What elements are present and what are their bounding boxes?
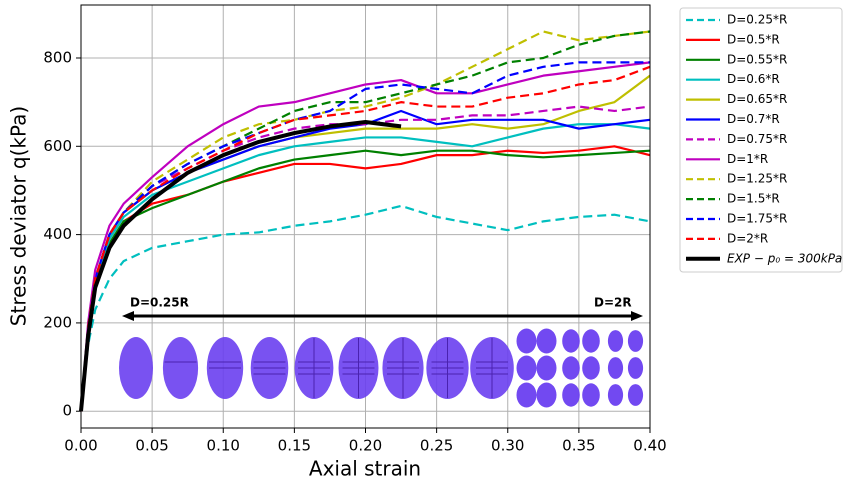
legend-label: D=0.65*R xyxy=(727,92,787,106)
legend-label: EXP − p₀ = 300kPa xyxy=(727,251,842,265)
particle xyxy=(607,330,624,352)
legend-label: D=2*R xyxy=(727,231,768,245)
y-tick-label: 800 xyxy=(43,48,72,66)
legend-label: D=1.25*R xyxy=(727,172,787,186)
lines xyxy=(79,30,651,412)
legend-label: D=1.5*R xyxy=(727,192,780,206)
x-tick-label: 0.00 xyxy=(64,437,97,455)
x-tick-label: 0.10 xyxy=(207,437,240,455)
particle xyxy=(607,384,624,406)
series-line xyxy=(79,149,651,412)
x-tick-label: 0.30 xyxy=(491,437,524,455)
legend-label: D=1*R xyxy=(727,152,768,166)
particle xyxy=(162,337,199,399)
series-line xyxy=(79,123,651,412)
particle xyxy=(516,382,537,408)
particle xyxy=(627,330,644,352)
x-tick-label: 0.15 xyxy=(278,437,311,455)
x-tick-label: 0.40 xyxy=(633,437,666,455)
particle xyxy=(582,329,600,353)
series-line xyxy=(79,204,651,412)
particle xyxy=(516,355,537,381)
particle-images xyxy=(119,328,644,408)
particle xyxy=(536,355,557,381)
legend-label: D=0.25*R xyxy=(727,13,787,27)
legend-label: D=0.5*R xyxy=(727,32,780,46)
arrow-head xyxy=(631,311,643,321)
series-line xyxy=(79,65,651,412)
legend-label: D=0.55*R xyxy=(727,52,787,66)
series-line xyxy=(79,120,402,412)
particle xyxy=(627,384,644,406)
legend-entries: D=0.25*R D=0.5*R D=0.55*R D=0.6*R D=0.65*R D=… xyxy=(686,13,842,265)
particle xyxy=(562,383,580,407)
particle xyxy=(119,337,153,399)
particle xyxy=(562,356,580,380)
arrow-head xyxy=(122,311,134,321)
particle xyxy=(516,328,537,354)
y-tick-label: 200 xyxy=(43,313,72,331)
annotation: D=0.25R xyxy=(130,296,189,310)
particle xyxy=(536,328,557,354)
y-tick-label: 600 xyxy=(43,137,72,155)
x-tick-label: 0.35 xyxy=(562,437,595,455)
particle xyxy=(536,382,557,408)
x-tick-label: 0.05 xyxy=(135,437,168,455)
particle xyxy=(627,357,644,379)
legend-label: D=1.75*R xyxy=(727,212,787,226)
x-tick-label: 0.25 xyxy=(420,437,453,455)
legend xyxy=(679,7,843,273)
y-tick-label: 0 xyxy=(62,402,72,420)
particle xyxy=(582,356,600,380)
legend-label: D=0.75*R xyxy=(727,132,787,146)
particle xyxy=(607,357,624,379)
series-line xyxy=(79,61,651,412)
legend-label: D=0.6*R xyxy=(727,72,780,86)
y-axis-label: Stress deviator q(kPa) xyxy=(7,106,31,326)
annotation: D=2R xyxy=(594,296,632,310)
y-tick-label: 400 xyxy=(43,225,72,243)
particle xyxy=(582,383,600,407)
legend-label: D=0.7*R xyxy=(727,112,780,126)
particle xyxy=(562,329,580,353)
x-tick-label: 0.20 xyxy=(349,437,382,455)
x-axis-label: Axial strain xyxy=(309,457,421,481)
